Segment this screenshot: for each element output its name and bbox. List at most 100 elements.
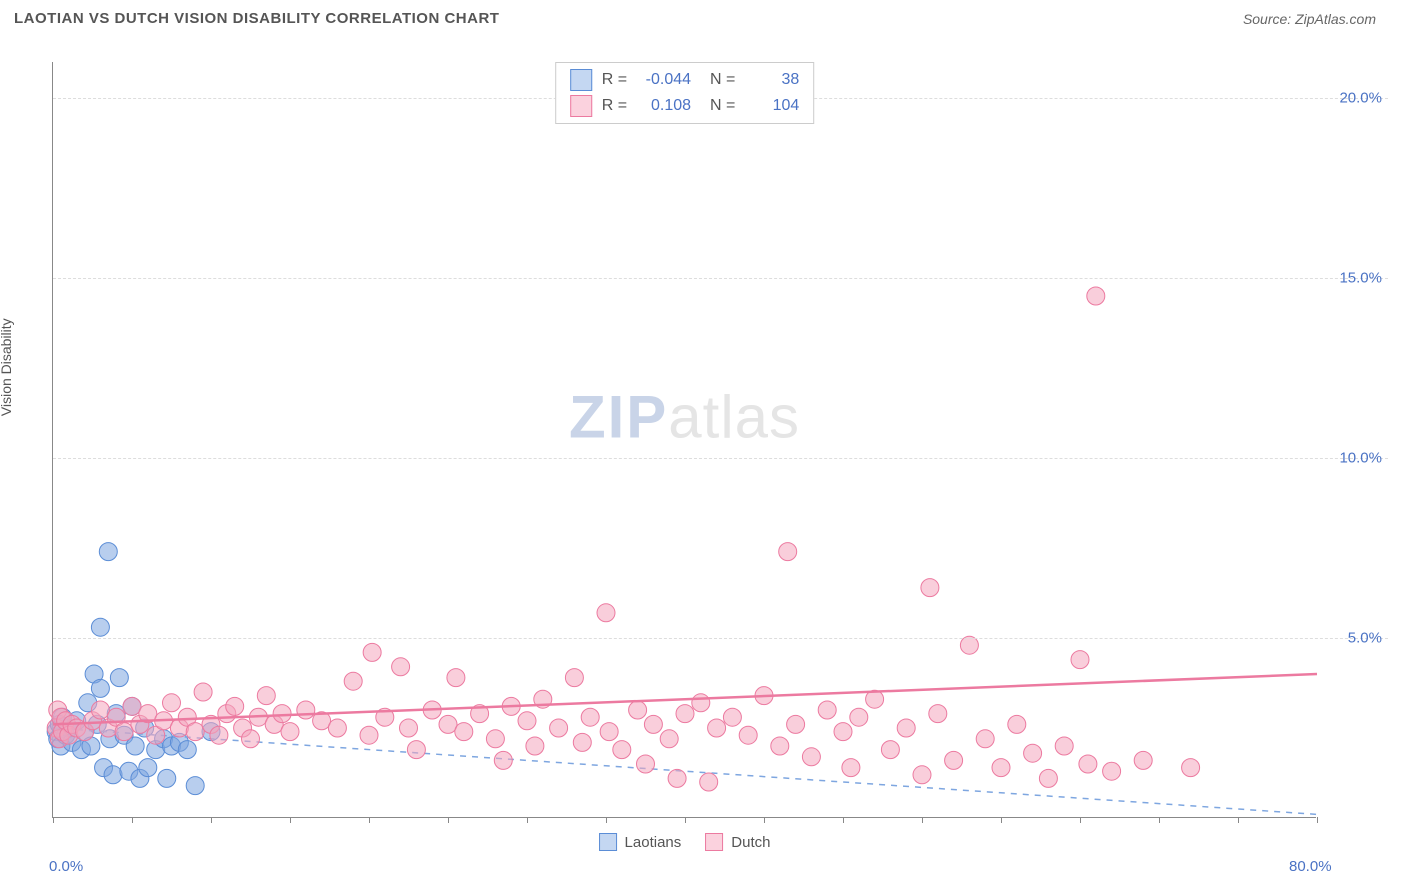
legend-n-value: 38: [745, 71, 799, 89]
x-tick-label: 80.0%: [1289, 858, 1332, 875]
data-point: [344, 672, 362, 690]
x-tick: [448, 817, 449, 823]
data-point: [158, 769, 176, 787]
grid-line: [53, 638, 1388, 639]
data-point: [1055, 737, 1073, 755]
data-point: [842, 759, 860, 777]
data-point: [945, 751, 963, 769]
legend-swatch: [570, 95, 592, 117]
data-point: [257, 687, 275, 705]
data-point: [163, 694, 181, 712]
legend-series-item: Dutch: [705, 833, 770, 851]
grid-line: [53, 278, 1388, 279]
data-point: [771, 737, 789, 755]
data-point: [447, 669, 465, 687]
legend-swatch: [599, 833, 617, 851]
data-point: [779, 543, 797, 561]
data-point: [115, 723, 133, 741]
data-point: [921, 579, 939, 597]
data-point: [668, 769, 686, 787]
x-tick: [290, 817, 291, 823]
data-point: [723, 708, 741, 726]
data-point: [850, 708, 868, 726]
data-point: [708, 719, 726, 737]
legend-swatch: [570, 69, 592, 91]
data-point: [281, 723, 299, 741]
data-point: [494, 751, 512, 769]
data-point: [360, 726, 378, 744]
data-point: [363, 643, 381, 661]
data-point: [637, 755, 655, 773]
data-point: [597, 604, 615, 622]
legend-swatch: [705, 833, 723, 851]
data-point: [787, 715, 805, 733]
data-point: [629, 701, 647, 719]
data-point: [1071, 651, 1089, 669]
data-point: [976, 730, 994, 748]
y-tick-label: 15.0%: [1339, 270, 1382, 287]
data-point: [739, 726, 757, 744]
data-point: [676, 705, 694, 723]
data-point: [644, 715, 662, 733]
data-point: [897, 719, 915, 737]
data-point: [1024, 744, 1042, 762]
x-tick: [1159, 817, 1160, 823]
x-tick: [685, 817, 686, 823]
chart-header: LAOTIAN VS DUTCH VISION DISABILITY CORRE…: [0, 0, 1406, 27]
plot-area: ZIPatlas R =-0.044 N =38R =0.108 N =104 …: [52, 62, 1316, 818]
data-point: [526, 737, 544, 755]
legend-correlation-box: R =-0.044 N =38R =0.108 N =104: [555, 62, 815, 124]
data-point: [550, 719, 568, 737]
data-point: [581, 708, 599, 726]
data-point: [1182, 759, 1200, 777]
chart-source: Source: ZipAtlas.com: [1243, 11, 1376, 27]
legend-series-item: Laotians: [599, 833, 682, 851]
legend-r-value: 0.108: [637, 97, 691, 115]
data-point: [660, 730, 678, 748]
data-point: [194, 683, 212, 701]
data-point: [392, 658, 410, 676]
data-point: [210, 726, 228, 744]
x-tick: [1080, 817, 1081, 823]
data-point: [881, 741, 899, 759]
grid-line: [53, 458, 1388, 459]
data-point: [1134, 751, 1152, 769]
data-point: [565, 669, 583, 687]
y-axis-label: Vision Disability: [0, 318, 14, 416]
x-tick: [606, 817, 607, 823]
data-point: [110, 669, 128, 687]
data-point: [91, 701, 109, 719]
x-tick: [764, 817, 765, 823]
x-tick: [843, 817, 844, 823]
data-point: [1087, 287, 1105, 305]
data-point: [226, 697, 244, 715]
chart-container: Vision Disability ZIPatlas R =-0.044 N =…: [14, 40, 1388, 874]
data-point: [123, 697, 141, 715]
legend-series-label: Laotians: [625, 834, 682, 851]
data-point: [913, 766, 931, 784]
x-tick: [211, 817, 212, 823]
legend-r-label: R =: [602, 97, 627, 115]
x-tick: [1317, 817, 1318, 823]
data-point: [818, 701, 836, 719]
data-point: [99, 543, 117, 561]
data-point: [518, 712, 536, 730]
legend-n-label: N =: [701, 71, 735, 89]
data-point: [1103, 762, 1121, 780]
x-tick: [369, 817, 370, 823]
scatter-svg: [53, 62, 1316, 817]
data-point: [455, 723, 473, 741]
legend-r-label: R =: [602, 71, 627, 89]
data-point: [573, 733, 591, 751]
x-tick: [527, 817, 528, 823]
data-point: [1039, 769, 1057, 787]
data-point: [178, 741, 196, 759]
data-point: [104, 766, 122, 784]
data-point: [834, 723, 852, 741]
x-tick: [53, 817, 54, 823]
y-tick-label: 20.0%: [1339, 90, 1382, 107]
data-point: [91, 618, 109, 636]
data-point: [400, 719, 418, 737]
data-point: [613, 741, 631, 759]
data-point: [600, 723, 618, 741]
